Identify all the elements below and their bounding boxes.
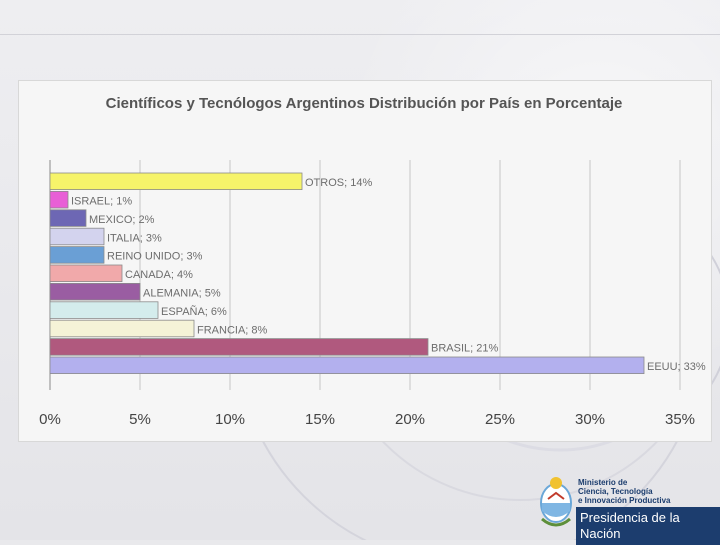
ministerio-label: Ministerio de Ciencia, Tecnología e Inno…: [578, 478, 671, 505]
header-divider: [0, 34, 720, 35]
bar-francia: [49, 319, 195, 338]
bar-canada: [49, 264, 123, 283]
x-tick-label: 10%: [215, 411, 245, 428]
data-label-españa: ESPAÑA; 6%: [161, 305, 227, 318]
data-label-italia: ITALIA; 3%: [107, 232, 162, 244]
bar-mexico: [49, 209, 87, 227]
bar-reino-unido: [49, 246, 105, 264]
bar-brasil: [49, 338, 429, 356]
bar-eeuu: [49, 356, 645, 375]
data-label-otros: OTROS; 14%: [305, 177, 372, 189]
data-label-eeuu: EEUU; 33%: [647, 361, 706, 373]
bar-israel: [49, 190, 69, 209]
data-label-canada: CANADA; 4%: [125, 269, 193, 281]
data-label-mexico: MEXICO; 2%: [89, 214, 155, 226]
argentina-coat-of-arms-logo: [540, 477, 572, 527]
bar-españa: [49, 301, 159, 319]
data-label-reino-unido: REINO UNIDO; 3%: [107, 251, 203, 263]
chart-area: [18, 80, 712, 442]
data-label-israel: ISRAEL; 1%: [71, 196, 132, 208]
bar-italia: [49, 227, 105, 246]
x-tick-label: 25%: [485, 411, 515, 428]
chart-title: Científicos y Tecnólogos Argentinos Dist…: [105, 95, 623, 112]
x-tick-label: 5%: [129, 411, 151, 428]
x-tick-label: 20%: [395, 411, 425, 428]
data-label-brasil: BRASIL; 21%: [431, 343, 498, 355]
presidencia-label: Presidencia de la Nación: [576, 507, 720, 545]
data-label-alemania: ALEMANIA; 5%: [143, 288, 221, 300]
data-label-francia: FRANCIA; 8%: [197, 324, 268, 336]
x-tick-label: 35%: [665, 411, 695, 428]
bar-alemania: [49, 282, 141, 301]
x-tick-label: 30%: [575, 411, 605, 428]
x-tick-label: 15%: [305, 411, 335, 428]
bar-otros: [49, 172, 303, 191]
x-tick-label: 0%: [39, 411, 61, 428]
